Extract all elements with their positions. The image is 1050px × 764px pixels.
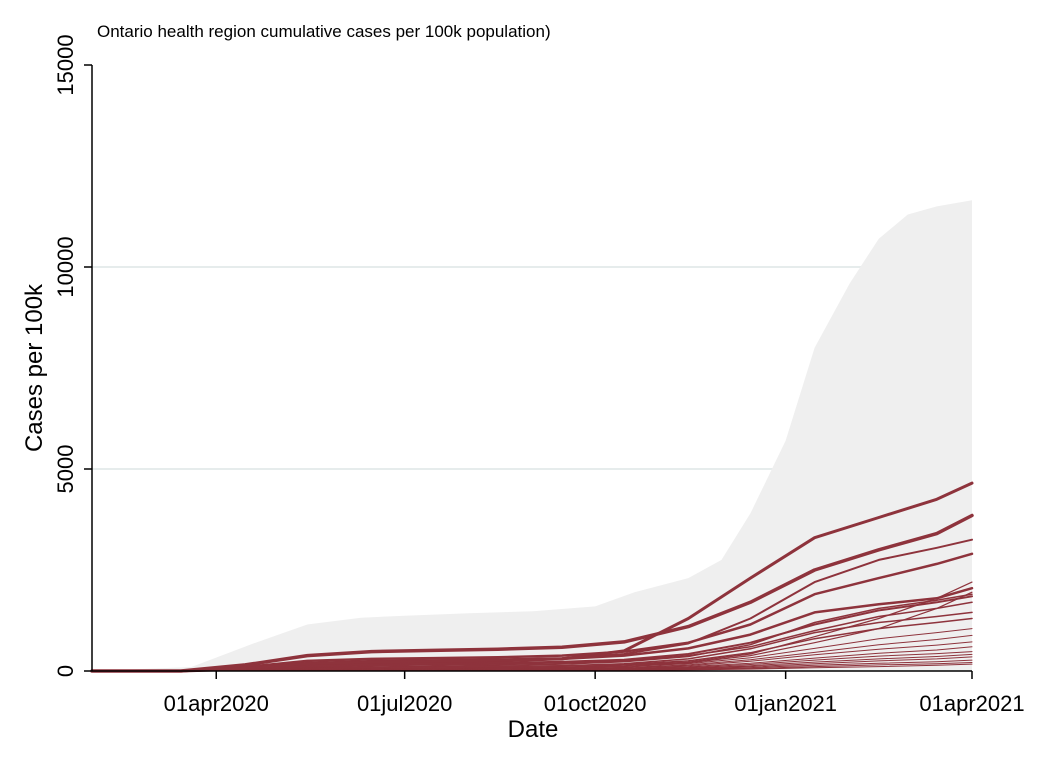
- y-tick-label-1: 5000: [53, 445, 78, 494]
- axes: 0 5000 10000 15000 01apr2020 01jul2020 01oct20…: [53, 34, 1025, 716]
- x-tick-label-3: 01jan2021: [734, 691, 837, 716]
- x-tick-label-0: 01apr2020: [164, 691, 269, 716]
- y-tick-label-3: 15000: [53, 34, 78, 95]
- chart-title: Ontario health region cumulative cases p…: [97, 22, 551, 41]
- y-tick-label-2: 10000: [53, 236, 78, 297]
- x-axis-title: Date: [508, 716, 559, 743]
- series-line-5: [90, 586, 974, 673]
- x-tick-label-1: 01jul2020: [357, 691, 452, 716]
- range-band-area: [92, 200, 972, 672]
- y-tick-label-0: 0: [53, 665, 78, 677]
- x-tick-label-4: 01apr2021: [919, 691, 1024, 716]
- series-line-3: [90, 552, 974, 673]
- y-axis-title: Cases per 100k: [21, 283, 48, 452]
- x-tick-label-2: 01oct2020: [544, 691, 647, 716]
- range-band: [92, 200, 972, 672]
- series-line-1: [90, 513, 974, 673]
